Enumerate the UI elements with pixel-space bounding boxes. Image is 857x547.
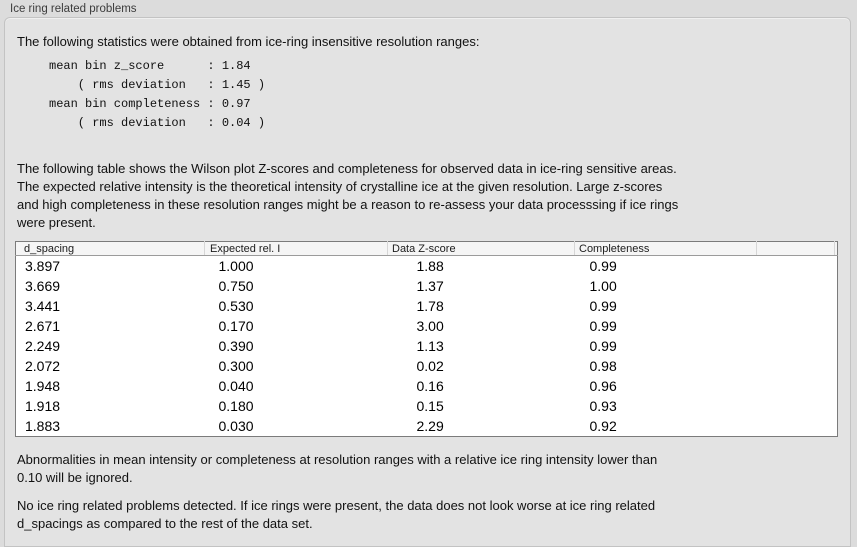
cell-data-z-score: 1.88 — [416, 258, 444, 274]
stats-summary-block: mean bin z_score : 1.84 ( rms deviation … — [49, 59, 266, 130]
table-body: 3.897 1.000 1.88 0.99 3.669 0.750 1.37 1.00 3.44… — [16, 256, 838, 437]
intro-text: The following statistics were obtained f… — [17, 34, 480, 49]
cell-filler-end — [835, 336, 838, 356]
cell-filler — [757, 256, 835, 277]
cell-filler — [757, 416, 835, 437]
cell-d-spacing: 2.671 — [25, 318, 61, 334]
column-header-completeness[interactable]: Completeness — [574, 241, 757, 256]
table-description-text: The following table shows the Wilson plo… — [17, 161, 679, 230]
cell-filler — [757, 316, 835, 336]
cell-filler-end — [835, 276, 838, 296]
ignore-threshold-note: Abnormalities in mean intensity or compl… — [17, 452, 658, 485]
cell-completeness: 0.92 — [589, 418, 617, 434]
table-row[interactable]: 1.883 0.030 2.29 0.92 — [16, 416, 838, 437]
cell-expected-rel-i: 0.030 — [218, 418, 254, 434]
cell-data-z-score: 0.02 — [416, 358, 444, 374]
column-header-d-spacing[interactable]: d_spacing — [15, 241, 205, 256]
cell-d-spacing: 3.669 — [25, 278, 61, 294]
cell-filler-end — [835, 376, 838, 396]
cell-filler-end — [835, 316, 838, 336]
column-header-filler-end — [834, 241, 838, 256]
column-header-expected-rel-i[interactable]: Expected rel. I — [204, 241, 388, 256]
table-row[interactable]: 2.671 0.170 3.00 0.99 — [16, 316, 838, 336]
cell-completeness: 1.00 — [589, 278, 617, 294]
cell-completeness: 0.99 — [589, 298, 617, 314]
cell-data-z-score: 2.29 — [416, 418, 444, 434]
column-header-data-z-score[interactable]: Data Z-score — [387, 241, 575, 256]
cell-filler — [757, 276, 835, 296]
cell-d-spacing: 1.918 — [25, 398, 61, 414]
cell-expected-rel-i: 0.530 — [218, 298, 254, 314]
cell-data-z-score: 1.37 — [416, 278, 444, 294]
cell-d-spacing: 2.072 — [25, 358, 61, 374]
cell-d-spacing: 1.948 — [25, 378, 61, 394]
cell-data-z-score: 1.78 — [416, 298, 444, 314]
cell-filler-end — [835, 396, 838, 416]
table-row[interactable]: 2.072 0.300 0.02 0.98 — [16, 356, 838, 376]
cell-filler — [757, 376, 835, 396]
cell-data-z-score: 0.16 — [416, 378, 444, 394]
cell-data-z-score: 0.15 — [416, 398, 444, 414]
cell-expected-rel-i: 0.390 — [218, 338, 254, 354]
cell-completeness: 0.93 — [589, 398, 617, 414]
table-row[interactable]: 1.918 0.180 0.15 0.93 — [16, 396, 838, 416]
conclusion-text: No ice ring related problems detected. I… — [17, 498, 656, 531]
cell-d-spacing: 1.883 — [25, 418, 61, 434]
cell-expected-rel-i: 0.750 — [218, 278, 254, 294]
cell-completeness: 0.99 — [589, 318, 617, 334]
cell-completeness: 0.99 — [589, 258, 617, 274]
cell-filler — [757, 396, 835, 416]
cell-expected-rel-i: 1.000 — [218, 258, 254, 274]
cell-completeness: 0.99 — [589, 338, 617, 354]
cell-d-spacing: 3.441 — [25, 298, 61, 314]
table-header: d_spacing Expected rel. I Data Z-score C… — [15, 241, 838, 256]
ice-ring-table: d_spacing Expected rel. I Data Z-score C… — [15, 241, 838, 437]
table-row[interactable]: 3.441 0.530 1.78 0.99 — [16, 296, 838, 316]
cell-data-z-score: 3.00 — [416, 318, 444, 334]
table-row[interactable]: 3.669 0.750 1.37 1.00 — [16, 276, 838, 296]
cell-filler — [757, 356, 835, 376]
cell-data-z-score: 1.13 — [416, 338, 444, 354]
cell-filler-end — [835, 356, 838, 376]
cell-filler — [757, 336, 835, 356]
cell-expected-rel-i: 0.170 — [218, 318, 254, 334]
cell-completeness: 0.96 — [589, 378, 617, 394]
cell-completeness: 0.98 — [589, 358, 617, 374]
cell-filler-end — [835, 256, 838, 277]
cell-filler — [757, 296, 835, 316]
ice-ring-panel: The following statistics were obtained f… — [4, 17, 851, 547]
cell-filler-end — [835, 296, 838, 316]
column-header-filler — [756, 241, 835, 256]
table-row[interactable]: 2.249 0.390 1.13 0.99 — [16, 336, 838, 356]
table-row[interactable]: 3.897 1.000 1.88 0.99 — [16, 256, 838, 277]
cell-expected-rel-i: 0.300 — [218, 358, 254, 374]
cell-filler-end — [835, 416, 838, 437]
cell-d-spacing: 3.897 — [25, 258, 61, 274]
cell-d-spacing: 2.249 — [25, 338, 61, 354]
table-row[interactable]: 1.948 0.040 0.16 0.96 — [16, 376, 838, 396]
cell-expected-rel-i: 0.180 — [218, 398, 254, 414]
cell-expected-rel-i: 0.040 — [218, 378, 254, 394]
panel-title: Ice ring related problems — [10, 3, 137, 15]
